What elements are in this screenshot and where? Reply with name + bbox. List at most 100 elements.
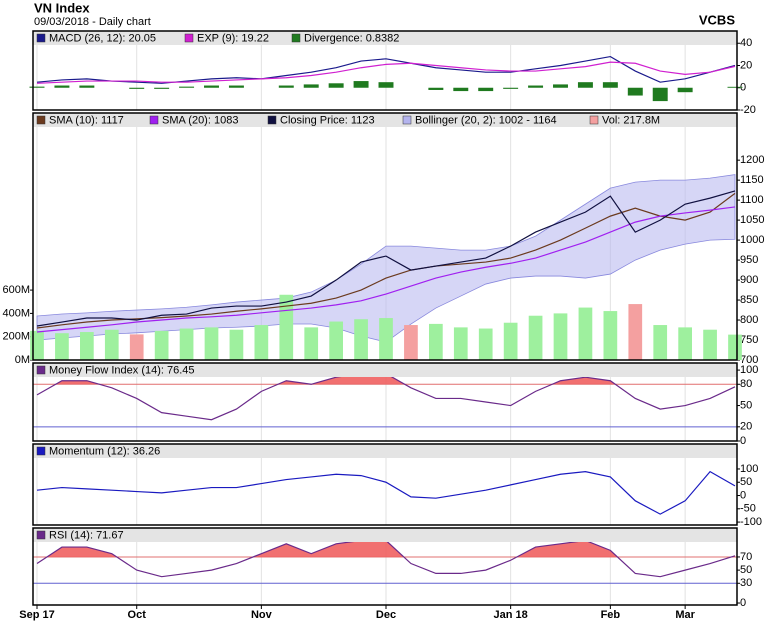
y-tick-label: 50 [740, 476, 752, 488]
volume-bar [55, 333, 69, 360]
y-tick-label: 1150 [740, 174, 764, 186]
volume-bar [703, 329, 717, 360]
y-tick-label: 50 [740, 564, 752, 576]
source: VCBS [699, 12, 735, 27]
y-tick-label: 0 [740, 597, 746, 609]
legend-swatch [36, 115, 46, 125]
legend-label: RSI (14): 71.67 [49, 529, 124, 541]
volume-bar [30, 330, 44, 360]
volume-bar [229, 329, 244, 360]
y2-tick-label: 0M [15, 354, 30, 366]
panel-frame [32, 443, 738, 526]
series-line [36, 192, 736, 329]
y2-tick-label: 600M [2, 284, 30, 296]
overbought-fill [46, 540, 735, 557]
divergence-bar [478, 87, 494, 92]
legend-strip [33, 113, 737, 127]
y-tick-label: 50 [740, 399, 752, 411]
y-tick-label: 1200 [740, 154, 764, 166]
y-tick-label: 100 [740, 463, 758, 475]
legend-label: Bollinger (20, 2): 1002 - 1164 [415, 114, 557, 126]
divergence-bar [353, 81, 369, 88]
x-tick-label: Sep 17 [19, 609, 54, 621]
legend-swatch [184, 33, 194, 43]
series-line [36, 206, 736, 333]
divergence-bar [154, 87, 170, 89]
y-tick-label: 30 [740, 577, 752, 589]
volume-bar [179, 328, 194, 360]
divergence-bar [129, 87, 145, 89]
chart-subtitle: 09/03/2018 - Daily chart [34, 16, 151, 28]
y-tick-label: 0 [740, 489, 746, 501]
legend-swatch [402, 115, 412, 125]
y-tick-label: 70 [740, 551, 752, 563]
x-tick-label: Oct [128, 609, 147, 621]
volume-bar [503, 322, 518, 360]
y-tick-label: 1050 [740, 214, 764, 226]
divergence-bar [228, 85, 244, 88]
y-tick-label: 0 [740, 435, 746, 447]
y-tick-label: 950 [740, 254, 758, 266]
volume-bar [553, 313, 568, 360]
legend-label: Closing Price: 1123 [280, 114, 375, 126]
volume-bar [653, 325, 668, 360]
legend-label: SMA (20): 1083 [162, 114, 238, 126]
panel-frame [32, 112, 738, 361]
panel-frame [32, 362, 738, 442]
y-tick-label: -50 [740, 503, 756, 515]
volume-bar [254, 325, 269, 360]
volume-bar [154, 330, 169, 360]
legend-strip [33, 363, 737, 377]
y-tick-label: 1000 [740, 234, 764, 246]
volume-bar [453, 327, 468, 360]
volume-bar [104, 329, 119, 360]
panel-frame [32, 527, 738, 606]
y-tick-label: 750 [740, 334, 758, 346]
volume-bar [478, 328, 493, 360]
divergence-bar [79, 85, 95, 88]
bollinger-band [36, 174, 736, 343]
y-tick-label: 20 [740, 421, 752, 433]
divergence-bar [29, 86, 45, 88]
y2-tick-label: 200M [2, 331, 30, 343]
legend-label: SMA (10): 1117 [49, 114, 124, 126]
y-tick-label: 700 [740, 354, 758, 366]
divergence-bar [528, 85, 544, 88]
volume-bar [528, 315, 543, 360]
divergence-bar [278, 85, 294, 88]
y-tick-label: 100 [740, 364, 758, 376]
x-tick-label: Jan 18 [494, 609, 528, 621]
y2-tick-label: 400M [2, 307, 30, 319]
volume-bar [628, 304, 643, 360]
volume-bar [728, 334, 742, 360]
x-tick-label: Dec [376, 609, 396, 621]
volume-bar [603, 311, 618, 360]
volume-bar [204, 327, 219, 360]
y-tick-label: -20 [740, 104, 756, 116]
y-tick-label: 80 [740, 378, 752, 390]
volume-bar [279, 294, 294, 360]
volume-bar [578, 307, 593, 360]
series-line [36, 470, 736, 515]
divergence-bar [503, 87, 519, 89]
legend-label: Divergence: 0.8382 [304, 32, 399, 44]
divergence-bar [553, 84, 568, 88]
series-line [36, 190, 736, 327]
overbought-fill [55, 373, 616, 385]
legend-swatch [267, 115, 277, 125]
legend-label: EXP (9): 19.22 [197, 32, 269, 44]
divergence-bar [179, 86, 195, 88]
panel-frame [32, 30, 738, 111]
y-tick-label: 900 [740, 274, 758, 286]
legend-label: Momentum (12): 36.26 [49, 445, 160, 457]
legend-swatch [36, 446, 46, 456]
volume-bar [304, 327, 319, 360]
volume-bar [329, 321, 343, 360]
legend-strip [33, 444, 737, 458]
divergence-bar [378, 82, 394, 88]
volume-bar [354, 319, 368, 360]
legend-label: MACD (26, 12): 20.05 [49, 32, 156, 44]
divergence-bar [453, 87, 469, 92]
x-tick-label: Feb [601, 609, 621, 621]
